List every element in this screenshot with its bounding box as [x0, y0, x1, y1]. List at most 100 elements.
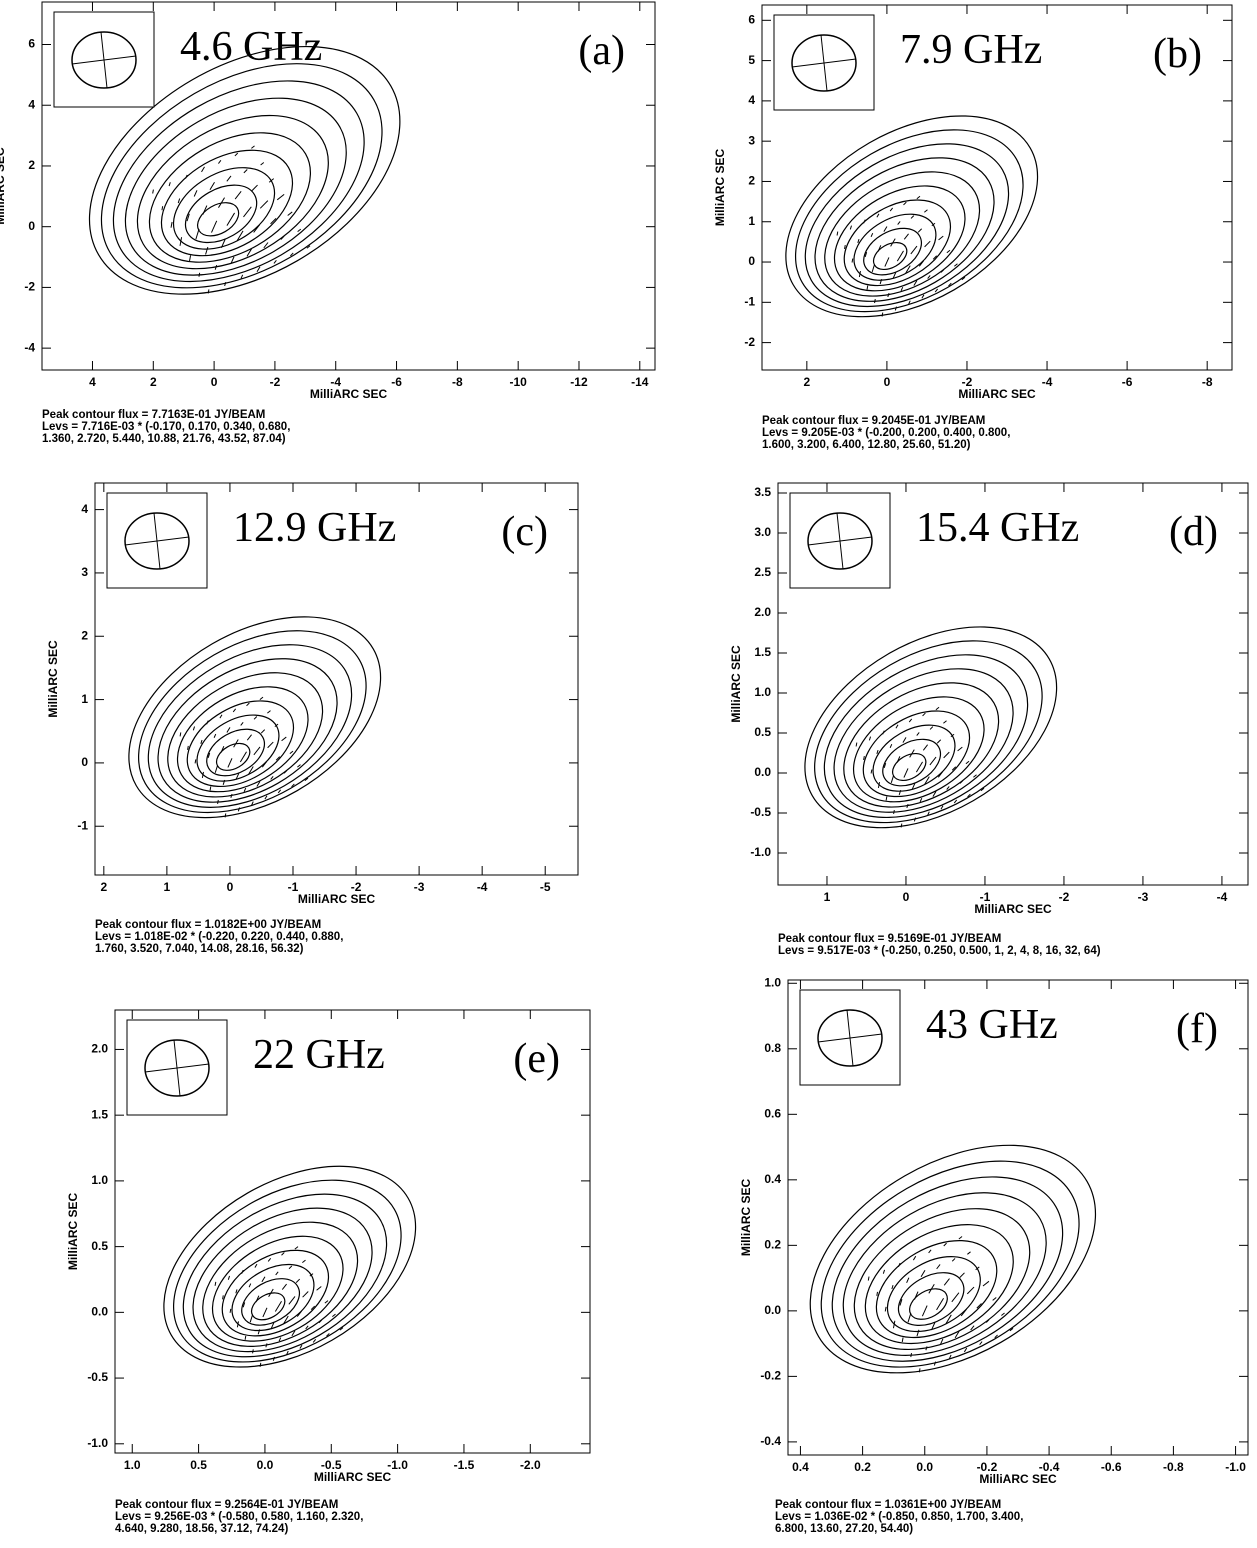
caption-line: Peak contour flux = 1.0361E+00 JY/BEAM	[775, 1499, 1001, 1511]
pol-vector	[270, 218, 277, 225]
panel-label: (c)	[501, 509, 548, 555]
pol-vector	[885, 796, 888, 801]
pol-vector	[855, 742, 858, 747]
pol-vector	[909, 749, 915, 758]
pol-vector	[161, 206, 164, 211]
x-tick-label: -0.2	[977, 1460, 998, 1474]
pol-vector	[251, 145, 255, 149]
contour	[842, 1192, 1047, 1356]
pol-vector	[170, 221, 173, 228]
pol-vector	[927, 275, 931, 279]
contour	[875, 1240, 998, 1339]
pol-vector	[943, 720, 947, 724]
y-tick-label: 2	[81, 628, 88, 642]
pol-vector	[890, 775, 895, 783]
x-tick-label: -1.0	[387, 1458, 408, 1472]
pol-vector	[230, 793, 233, 798]
contour	[100, 63, 383, 289]
y-tick-label: 5	[748, 53, 755, 67]
pol-vector	[287, 211, 293, 216]
y-tick-label: 2.0	[754, 605, 771, 619]
y-tick-label: 0.5	[91, 1239, 108, 1253]
x-tick-label: -2	[270, 375, 281, 389]
pol-vector	[883, 762, 887, 769]
pol-vector	[889, 743, 893, 749]
pol-vector	[302, 1291, 309, 1298]
contour	[853, 213, 937, 281]
x-tick-label: -4	[477, 880, 488, 894]
pol-vector	[186, 213, 190, 222]
y-tick-label: -1.0	[87, 1436, 108, 1450]
y-axis-label: MilliARC SEC	[0, 147, 7, 225]
x-tick-label: -3	[414, 880, 425, 894]
pol-vector	[867, 1276, 870, 1281]
pol-vector	[980, 787, 985, 792]
contour	[843, 199, 952, 287]
pol-vector	[226, 727, 231, 733]
pol-vector	[924, 240, 931, 248]
y-tick-label: 1	[81, 692, 88, 706]
y-tick-label: 0.8	[764, 1041, 781, 1055]
plot-frame	[777, 482, 1249, 886]
x-tick-label: -1.0	[1225, 1460, 1246, 1474]
contour	[886, 1256, 981, 1333]
pol-vector	[927, 811, 930, 816]
pol-vector	[893, 809, 895, 815]
pol-vector	[951, 1258, 956, 1262]
pol-vector	[876, 749, 879, 755]
contour	[882, 738, 942, 787]
pol-vector	[207, 752, 211, 758]
x-axis-label: MilliARC SEC	[314, 1470, 392, 1484]
plot-frame	[787, 979, 1249, 1456]
panel: 7.9 GHz (b) 2 0 -2 -4 -6 -8 -2 -1 0 1 2 3 4 5 6 MilliARC …	[713, 4, 1233, 451]
y-tick-label: 1.0	[91, 1173, 108, 1187]
x-tick-label: 0.0	[916, 1460, 933, 1474]
pol-vector	[309, 1273, 314, 1277]
x-tick-label: -8	[452, 375, 463, 389]
pol-vector	[274, 723, 279, 728]
caption-line: Levs = 1.018E-02 * (-0.220, 0.220, 0.440…	[95, 931, 343, 943]
frequency: 22 GHz	[253, 1032, 385, 1078]
pol-vector	[959, 1272, 965, 1278]
x-axis-label: MilliARC SEC	[298, 892, 376, 906]
y-tick-label: 2.0	[91, 1042, 108, 1056]
pol-vector	[179, 732, 182, 737]
pol-vector	[261, 1276, 266, 1283]
pol-vector	[259, 696, 264, 701]
pol-vector	[889, 207, 894, 212]
pol-vector	[324, 1300, 329, 1304]
pol-vector	[903, 201, 907, 206]
y-axis-label: MilliARC SEC	[729, 645, 743, 723]
x-tick-label: 1	[164, 880, 171, 894]
contour	[148, 132, 312, 263]
pol-vector	[193, 190, 198, 197]
contour	[833, 185, 966, 292]
pol-vector	[922, 744, 929, 751]
pol-vector	[903, 768, 909, 778]
panel-label: (b)	[1153, 31, 1202, 77]
pol-vector	[297, 764, 301, 768]
pol-vector	[954, 263, 958, 267]
pol-vector	[277, 789, 282, 794]
beam-axis	[173, 1039, 181, 1097]
contour	[872, 241, 908, 271]
pol-vector	[326, 1333, 330, 1337]
pol-vector	[896, 250, 904, 262]
pol-vector	[943, 751, 950, 759]
pol-vector	[910, 245, 918, 255]
pol-vector	[858, 270, 861, 278]
contours	[809, 1144, 1097, 1374]
pol-vector	[963, 1347, 968, 1353]
pol-vector	[935, 706, 940, 711]
pol-vector	[235, 1289, 238, 1294]
x-axis-label: MilliARC SEC	[974, 902, 1052, 916]
contour	[112, 80, 365, 283]
pol-vector	[959, 780, 964, 784]
pol-vector	[1001, 1312, 1005, 1316]
pol-vector	[177, 198, 181, 204]
frequency: 43 GHz	[926, 1002, 1058, 1048]
pol-vector	[256, 266, 261, 272]
contours	[163, 1165, 417, 1368]
caption-line: Peak contour flux = 1.0182E+00 JY/BEAM	[95, 919, 321, 931]
pol-vector	[243, 787, 247, 792]
